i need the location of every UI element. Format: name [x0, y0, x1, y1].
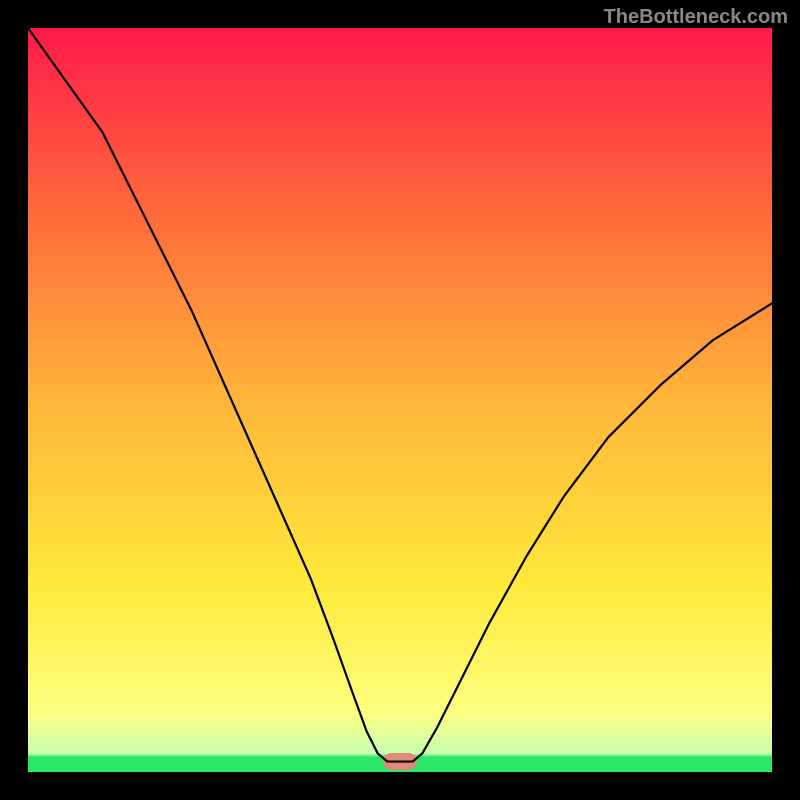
bottleneck-curve — [28, 28, 772, 772]
watermark-text: TheBottleneck.com — [604, 6, 788, 29]
curve-path — [28, 28, 772, 762]
plot-area — [28, 28, 772, 772]
